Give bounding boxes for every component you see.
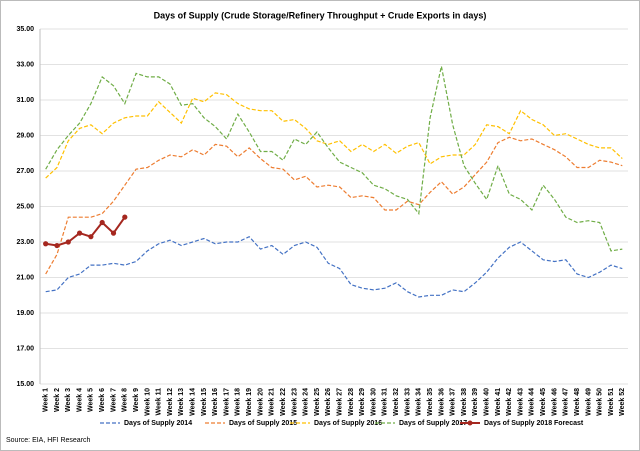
source-note: Source: EIA, HFI Research [6,437,91,444]
x-tick-label: Week 27 [336,388,343,416]
x-tick-label: Week 48 [574,388,581,416]
x-tick-label: Week 18 [235,388,242,416]
x-tick-label: Week 9 [133,388,140,412]
legend-label: Days of Supply 2014 [124,420,192,427]
y-tick-label: 19.00 [16,310,34,317]
x-tick-label: Week 36 [438,388,445,416]
x-tick-label: Week 28 [348,388,355,416]
series-marker [76,230,83,236]
series-line [45,66,623,252]
legend-marker [467,420,473,426]
x-tick-label: Week 44 [529,388,536,416]
series-marker [43,241,49,247]
x-tick-label: Week 26 [325,388,332,416]
x-tick-label: Week 2 [54,388,61,412]
x-tick-label: Week 43 [517,388,524,416]
legend-label: Days of Supply 2018 Forecast [484,420,584,427]
series-marker [65,239,71,245]
x-tick-label: Week 17 [223,388,230,416]
series-marker [122,214,128,220]
x-tick-label: Week 51 [608,388,615,416]
x-tick-label: Week 7 [110,388,117,412]
x-tick-label: Week 4 [76,388,83,412]
y-tick-label: 35.00 [16,26,34,33]
y-tick-label: 17.00 [16,345,34,352]
x-tick-label: Week 13 [178,388,185,416]
x-tick-label: Week 14 [189,388,196,416]
legend-label: Days of Supply 2016 [314,420,382,427]
y-tick-label: 29.00 [16,132,34,139]
x-tick-label: Week 33 [404,388,411,416]
x-tick-label: Week 15 [201,388,208,416]
x-tick-label: Week 32 [393,388,400,416]
x-tick-label: Week 40 [483,388,490,416]
x-tick-label: Week 45 [540,388,547,416]
y-tick-label: 25.00 [16,203,34,210]
y-tick-label: 21.00 [16,274,34,281]
series-marker [110,230,117,236]
series-marker [54,242,60,249]
x-tick-label: Week 46 [551,388,558,416]
x-tick-label: Week 12 [167,388,174,416]
x-tick-label: Week 21 [269,388,276,416]
x-tick-label: Week 34 [416,388,423,416]
x-tick-label: Week 38 [461,388,468,416]
x-tick-label: Week 3 [65,388,72,412]
x-tick-label: Week 5 [88,388,95,412]
series-line [45,136,623,275]
x-tick-label: Week 23 [291,388,298,416]
x-tick-label: Week 11 [156,388,163,416]
y-tick-label: 23.00 [16,239,34,246]
x-tick-label: Week 24 [303,388,310,416]
x-tick-label: Week 49 [585,388,592,416]
series-line [45,92,623,179]
x-tick-label: Week 41 [495,388,502,416]
y-tick-label: 15.00 [16,381,34,388]
x-tick-label: Week 20 [257,388,264,416]
x-tick-label: Week 16 [212,388,219,416]
x-tick-label: Week 35 [427,388,434,416]
series-line [45,235,623,298]
x-tick-label: Week 47 [563,388,570,416]
y-tick-label: 31.00 [16,97,34,104]
x-tick-label: Week 10 [144,388,151,416]
x-tick-label: Week 31 [382,388,389,416]
x-tick-label: Week 22 [280,388,287,416]
x-tick-label: Week 6 [99,388,106,412]
x-tick-label: Week 50 [597,388,604,416]
x-tick-label: Week 30 [370,388,377,416]
x-tick-label: Week 1 [42,388,49,412]
legend-label: Days of Supply 2017 [399,420,467,427]
x-tick-label: Week 52 [619,388,626,416]
x-tick-label: Week 39 [472,388,479,416]
x-tick-label: Week 29 [359,388,366,416]
chart-title: Days of Supply (Crude Storage/Refinery T… [154,10,487,20]
x-tick-label: Week 8 [122,388,129,412]
x-tick-label: Week 25 [314,388,321,416]
series-marker [88,234,94,240]
y-tick-label: 27.00 [16,168,34,175]
series-marker [99,219,105,226]
x-tick-label: Week 19 [246,388,253,416]
legend-label: Days of Supply 2015 [229,420,297,427]
x-tick-label: Week 37 [450,388,457,416]
y-tick-label: 33.00 [16,61,34,68]
x-tick-label: Week 42 [506,388,513,416]
